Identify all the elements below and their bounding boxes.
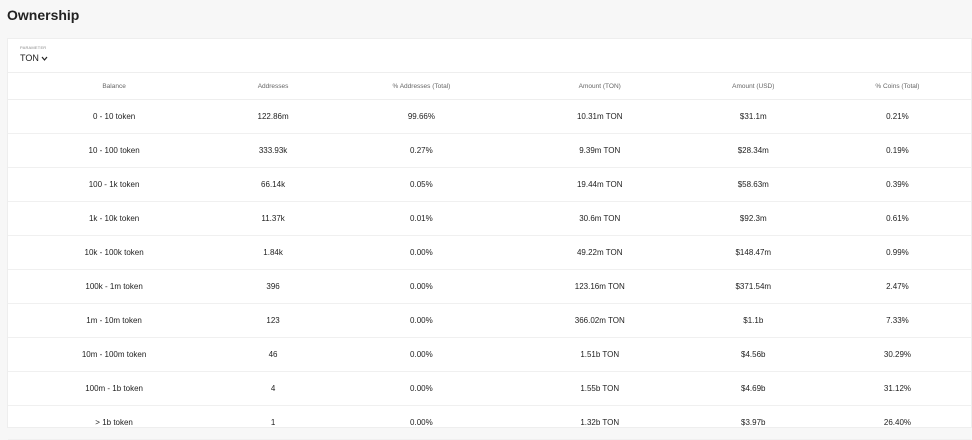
cell: 1.55b TON bbox=[516, 371, 683, 406]
title: Ownership bbox=[7, 7, 80, 23]
cell: $58.63m bbox=[682, 167, 824, 202]
cell: $371.54m bbox=[682, 269, 824, 304]
parameter-label: PARAMETER bbox=[20, 45, 47, 50]
parameter-value[interactable]: TON bbox=[20, 53, 971, 63]
cell: 0.39% bbox=[823, 167, 971, 202]
cell: 0.61% bbox=[823, 201, 971, 236]
cell: 0.00% bbox=[325, 337, 517, 372]
cell: 0.00% bbox=[325, 303, 517, 338]
cell: $3.97b bbox=[682, 405, 824, 440]
cell: 0.00% bbox=[325, 371, 517, 406]
cell: 1 bbox=[220, 405, 326, 440]
cell: $1.1b bbox=[682, 303, 824, 338]
cell: 46 bbox=[220, 337, 326, 372]
cell: 0.21% bbox=[823, 99, 971, 134]
cell: 0 - 10 token bbox=[8, 99, 221, 134]
cell: 2.47% bbox=[823, 269, 971, 304]
column-header: Balance bbox=[8, 73, 221, 100]
row: 1m - 10m token 123 0.00% 366.02m TON $1.1b 7.… bbox=[8, 303, 971, 338]
column-header: % Coins (Total) bbox=[823, 73, 971, 100]
cell: 49.22m TON bbox=[516, 235, 683, 270]
cell: > 1b token bbox=[8, 405, 221, 440]
row: 0 - 10 token 122.86m 99.66% 10.31m TON $31.1… bbox=[8, 99, 971, 134]
cell: 123.16m TON bbox=[516, 269, 683, 304]
column-header: Amount (USD) bbox=[682, 73, 824, 100]
page: Ownership PARAMETER TON Balance Addresses… bbox=[7, 7, 972, 440]
cell: 0.00% bbox=[325, 405, 517, 440]
cell: $4.69b bbox=[682, 371, 824, 406]
table-body: 0 - 10 token 122.86m 99.66% 10.31m TON $31.1… bbox=[8, 99, 971, 440]
chevron bbox=[41, 56, 48, 61]
cell: 1k - 10k token bbox=[8, 201, 221, 236]
cell: 7.33% bbox=[823, 303, 971, 338]
cell: 0.05% bbox=[325, 167, 517, 202]
row: 1k - 10k token 11.37k 0.01% 30.6m TON $92.3m… bbox=[8, 201, 971, 236]
cell: 0.99% bbox=[823, 235, 971, 270]
cell: $92.3m bbox=[682, 201, 824, 236]
cell: 11.37k bbox=[220, 201, 326, 236]
table: Balance Addresses% Addresses (Total) Amoun… bbox=[8, 73, 971, 440]
row: > 1b token 1 0.00% 1.32b TON $3.97b 26.40% bbox=[8, 405, 971, 440]
cell: $28.34m bbox=[682, 133, 824, 168]
cell: 0.01% bbox=[325, 201, 517, 236]
cell: 31.12% bbox=[823, 371, 971, 406]
cell: 0.00% bbox=[325, 269, 517, 304]
cell: 10m - 100m token bbox=[8, 337, 221, 372]
cell: 122.86m bbox=[220, 99, 326, 134]
column-header: Amount (TON) bbox=[516, 73, 683, 100]
cell: 19.44m TON bbox=[516, 167, 683, 202]
cell: 9.39m TON bbox=[516, 133, 683, 168]
row: 10m - 100m token 46 0.00% 1.51b TON $4.56b 30… bbox=[8, 337, 971, 372]
cell: 26.40% bbox=[823, 405, 971, 440]
panel: PARAMETER TON Balance Addresses% Addresse… bbox=[7, 38, 972, 440]
cell: 30.6m TON bbox=[516, 201, 683, 236]
cell: $148.47m bbox=[682, 235, 824, 270]
cell: 100m - 1b token bbox=[8, 371, 221, 406]
cell: 10 - 100 token bbox=[8, 133, 221, 168]
cell: 1.32b TON bbox=[516, 405, 683, 440]
cell: 1.51b TON bbox=[516, 337, 683, 372]
cell: 0.19% bbox=[823, 133, 971, 168]
row: 100 - 1k token 66.14k 0.05% 19.44m TON $58.6… bbox=[8, 167, 971, 202]
header-row: Balance Addresses% Addresses (Total) Amoun… bbox=[8, 73, 971, 100]
column-header: % Addresses (Total) bbox=[325, 73, 517, 100]
cell: 30.29% bbox=[823, 337, 971, 372]
cell: 0.27% bbox=[325, 133, 517, 168]
cell: 0.00% bbox=[325, 235, 517, 270]
cell: 66.14k bbox=[220, 167, 326, 202]
parameter-text: TON bbox=[20, 53, 39, 63]
cell: 366.02m TON bbox=[516, 303, 683, 338]
cell: 333.93k bbox=[220, 133, 326, 168]
cell: 4 bbox=[220, 371, 326, 406]
row: 10 - 100 token 333.93k 0.27% 9.39m TON $28.3… bbox=[8, 133, 971, 168]
cell: 10k - 100k token bbox=[8, 235, 221, 270]
cell: 100k - 1m token bbox=[8, 269, 221, 304]
column-header: Addresses bbox=[220, 73, 326, 100]
row: 100k - 1m token 396 0.00% 123.16m TON $371.5… bbox=[8, 269, 971, 304]
cell: 99.66% bbox=[325, 99, 517, 134]
row: 100m - 1b token 4 0.00% 1.55b TON $4.69b 31.1… bbox=[8, 371, 971, 406]
cell: 100 - 1k token bbox=[8, 167, 221, 202]
cell: $4.56b bbox=[682, 337, 824, 372]
cell: 396 bbox=[220, 269, 326, 304]
parameter[interactable]: PARAMETER TON bbox=[8, 39, 971, 73]
cell: 123 bbox=[220, 303, 326, 338]
cell: 1m - 10m token bbox=[8, 303, 221, 338]
cell: $31.1m bbox=[682, 99, 824, 134]
cell: 10.31m TON bbox=[516, 99, 683, 134]
cell: 1.84k bbox=[220, 235, 326, 270]
row: 10k - 100k token 1.84k 0.00% 49.22m TON $148… bbox=[8, 235, 971, 270]
